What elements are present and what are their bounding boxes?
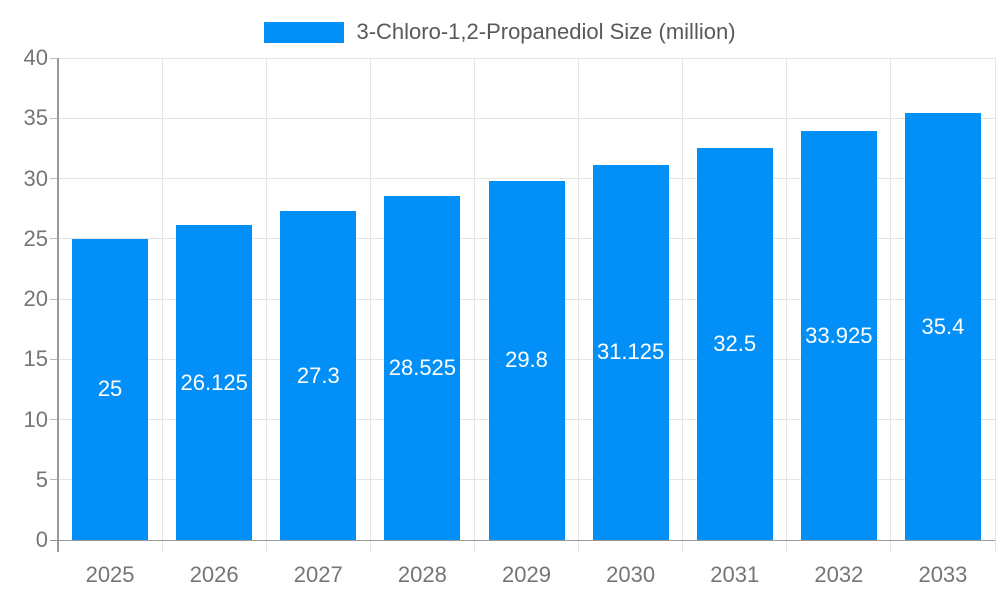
y-axis-label: 10	[23, 406, 48, 432]
gridline-vertical	[473, 58, 475, 552]
bar-2025[interactable]	[72, 238, 149, 540]
y-axis-tick	[50, 358, 58, 360]
y-axis-label: 15	[23, 346, 48, 372]
y-axis-label: 35	[23, 105, 48, 131]
gridline-vertical	[786, 58, 788, 552]
bar-2032[interactable]	[800, 131, 877, 540]
bar-value-label: 35.4	[921, 313, 965, 339]
y-axis-tick	[50, 178, 58, 179]
x-axis-label: 2028	[397, 562, 447, 587]
x-axis-label: 2030	[606, 562, 656, 587]
x-axis-line	[50, 539, 995, 541]
bar-value-label: 33.925	[805, 322, 873, 348]
x-axis-label: 2029	[502, 562, 551, 587]
x-axis-label: 2027	[293, 562, 343, 587]
bar-2029[interactable]	[488, 180, 565, 540]
gridline-vertical	[682, 58, 684, 552]
gridline-vertical	[161, 58, 163, 552]
bar-value-label: 31.125	[596, 339, 665, 365]
y-axis-tick	[50, 298, 58, 300]
bar-2031[interactable]	[696, 148, 773, 540]
bar-2026[interactable]	[176, 225, 253, 540]
y-axis-label: 40	[23, 45, 48, 70]
x-axis-label: 2033	[918, 562, 968, 587]
bar-value-label: 26.125	[180, 369, 248, 395]
y-axis-line	[57, 58, 59, 552]
gridline-horizontal	[58, 178, 995, 179]
x-axis-label: 2032	[814, 562, 864, 587]
x-axis-label: 2025	[85, 562, 135, 587]
y-axis-tick	[50, 479, 58, 481]
x-axis-label: 2031	[710, 562, 760, 587]
legend-swatch-icon	[264, 21, 345, 43]
bar-value-label: 32.5	[713, 331, 757, 357]
y-axis-label: 20	[23, 286, 48, 311]
legend[interactable]: 3-Chloro-1,2-Propanediol Size (million)	[0, 20, 1000, 44]
gridline-vertical	[890, 58, 892, 552]
bar-2033[interactable]	[904, 113, 981, 540]
bar-value-label: 28.525	[388, 355, 457, 381]
y-axis-label: 0	[35, 527, 48, 552]
bar-2027[interactable]	[280, 211, 357, 540]
y-axis-tick	[50, 117, 58, 119]
bar-2030[interactable]	[592, 164, 669, 540]
gridline-vertical	[578, 58, 580, 552]
bar-2028[interactable]	[384, 196, 461, 540]
y-axis-tick	[50, 419, 58, 420]
legend-label: 3-Chloro-1,2-Propanediol Size (million)	[356, 19, 736, 44]
gridline-horizontal	[58, 117, 995, 119]
y-axis-tick	[50, 238, 58, 240]
y-axis-label: 25	[23, 225, 48, 251]
y-axis-tick	[50, 57, 58, 59]
bar-value-label: 25	[97, 376, 123, 402]
gridline-horizontal	[58, 57, 995, 59]
gridline-vertical	[265, 58, 267, 552]
y-axis-label: 5	[35, 466, 48, 492]
gridline-vertical	[994, 58, 996, 552]
gridline-vertical	[369, 58, 371, 552]
x-axis-label: 2026	[189, 562, 239, 587]
y-axis-label: 30	[23, 165, 48, 191]
bar-value-label: 29.8	[505, 347, 548, 373]
bar-value-label: 27.3	[296, 362, 340, 388]
